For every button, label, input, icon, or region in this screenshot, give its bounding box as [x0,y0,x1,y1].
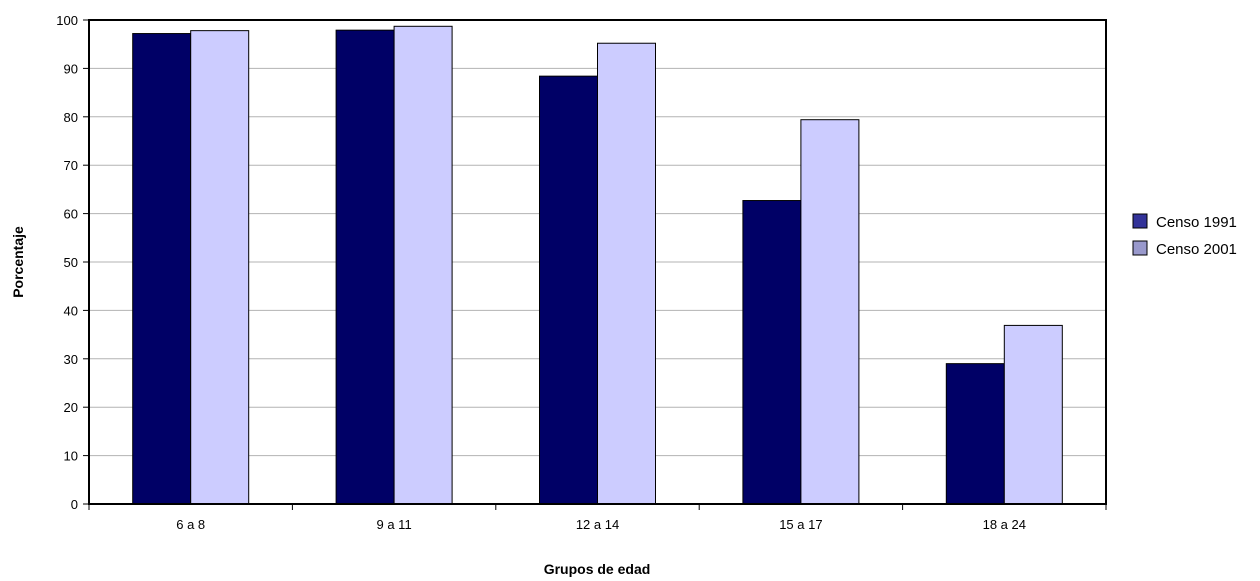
y-tick-label: 50 [64,255,78,270]
x-tick-label: 12 a 14 [576,517,619,532]
legend-swatch [1132,240,1148,256]
y-tick-label: 80 [64,110,78,125]
y-tick-label: 10 [64,449,78,464]
y-tick-label: 90 [64,61,78,76]
y-tick-label: 100 [56,13,78,28]
legend-label: Censo 2001 [1156,241,1237,258]
x-axis-title: Grupos de edad [544,561,651,577]
x-tick-label: 18 a 24 [983,517,1026,532]
y-tick-label: 20 [64,400,78,415]
x-axis: 6 a 8 9 a 11 12 a 14 15 a 17 18 a 24 [88,504,1107,532]
y-tick-label: 30 [64,352,78,367]
y-axis-title: Porcentaje [10,226,26,298]
bar-censo-2001 [597,42,656,505]
bar-censo-2001 [190,30,250,505]
bars [132,25,1063,505]
x-tick-label: 9 a 11 [377,517,412,532]
bar-censo-2001 [393,25,453,505]
y-tick-label: 60 [64,207,78,222]
legend-label: Censo 1991 [1156,214,1237,231]
legend: Censo 1991 Censo 2001 [1132,213,1237,258]
bar-censo-2001 [800,119,860,505]
bar-censo-2001 [1003,324,1063,505]
y-tick-label: 0 [71,497,78,512]
bar-censo-1991 [132,33,192,505]
legend-swatch [1132,213,1148,229]
bar-censo-1991 [945,363,1005,505]
y-tick-label: 40 [64,303,78,318]
bar-censo-1991 [335,29,395,505]
x-tick-label: 6 a 8 [176,517,205,532]
y-axis: 0 10 20 30 40 50 60 70 80 90 100 [56,13,89,512]
x-tick-label: 15 a 17 [779,517,822,532]
y-tick-label: 70 [64,158,78,173]
bar-censo-1991 [742,200,802,505]
bar-censo-1991 [539,75,598,505]
